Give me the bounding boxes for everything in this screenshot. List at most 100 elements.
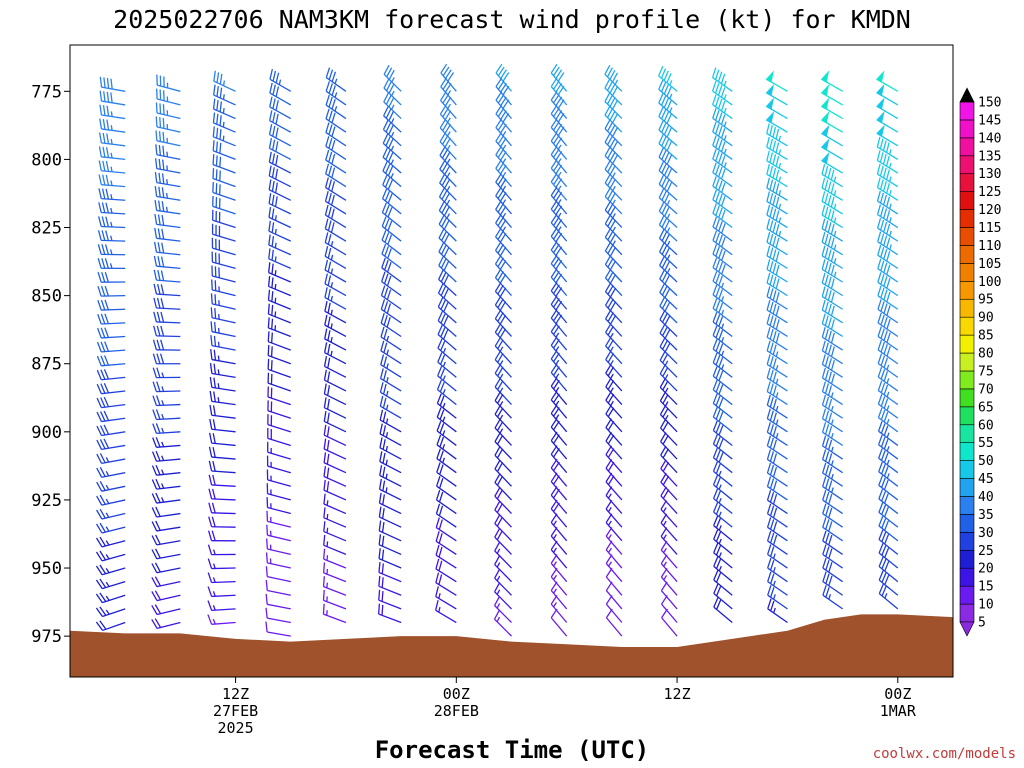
wind-barb xyxy=(321,562,350,581)
colorbar-label: 35 xyxy=(978,508,994,523)
y-tick-label: 925 xyxy=(31,491,62,511)
wind-barb xyxy=(98,230,125,241)
wind-barb xyxy=(376,534,405,554)
wind-barb xyxy=(604,527,629,554)
wind-barb xyxy=(436,284,463,309)
wind-barb xyxy=(604,296,630,323)
wind-barb xyxy=(437,229,463,255)
wind-barb xyxy=(549,228,574,255)
colorbar-segment xyxy=(960,210,974,228)
wind-barb xyxy=(98,133,126,146)
wind-barb xyxy=(658,378,684,404)
wind-barb xyxy=(321,439,350,459)
wind-barb xyxy=(494,187,519,214)
colorbar-segment xyxy=(960,532,974,550)
wind-barb xyxy=(493,378,519,405)
colorbar-segment xyxy=(960,335,974,353)
wind-barb xyxy=(97,490,126,506)
wind-barb xyxy=(382,79,408,105)
wind-barb xyxy=(438,160,464,186)
colorbar-segment xyxy=(960,317,974,335)
terrain xyxy=(70,614,953,677)
wind-barb xyxy=(381,148,408,173)
wind-barb xyxy=(97,367,125,380)
wind-barb xyxy=(437,243,463,269)
wind-barb xyxy=(711,367,738,391)
wind-barb xyxy=(658,270,684,296)
wind-barb xyxy=(97,381,125,394)
wind-barb xyxy=(877,516,904,541)
wind-barb xyxy=(603,201,629,227)
wind-barb xyxy=(657,188,684,214)
colorbar-label: 25 xyxy=(978,544,994,559)
wind-barb xyxy=(549,541,574,568)
wind-barb xyxy=(211,85,240,105)
wind-barb xyxy=(321,494,350,514)
wind-barb xyxy=(492,583,518,609)
colorbar-label: 45 xyxy=(978,472,994,487)
wind-barb xyxy=(376,590,405,609)
wind-barb xyxy=(321,521,350,541)
wind-barb xyxy=(711,570,738,595)
wind-barb xyxy=(381,134,408,159)
wind-barb xyxy=(380,217,407,242)
wind-barb xyxy=(549,309,574,336)
colorbar-label: 5 xyxy=(978,616,986,631)
wind-barb xyxy=(436,325,463,350)
wind-barb xyxy=(659,433,685,460)
wind-barb xyxy=(211,99,240,119)
wind-barb xyxy=(267,166,296,187)
wind-barb xyxy=(711,584,738,609)
wind-barb xyxy=(209,321,237,336)
wind-barb xyxy=(97,408,125,422)
wind-barb xyxy=(493,364,519,391)
y-tick-label: 900 xyxy=(31,423,62,443)
wind-barb xyxy=(211,113,240,133)
wind-barb xyxy=(376,548,405,568)
wind-barb xyxy=(152,490,180,503)
wind-barb xyxy=(153,256,181,268)
wind-barb xyxy=(99,91,127,105)
wind-barb xyxy=(380,189,407,214)
wind-barb xyxy=(711,434,738,459)
wind-barb xyxy=(264,552,293,568)
wind-barb xyxy=(549,241,574,268)
y-tick-label: 975 xyxy=(31,627,62,647)
colorbar-label: 120 xyxy=(978,203,1001,218)
wind-barb xyxy=(711,462,738,487)
wind-barb xyxy=(154,75,183,92)
colorbar-segment xyxy=(960,263,974,281)
wind-barb xyxy=(659,541,684,568)
wind-barb xyxy=(380,244,408,268)
wind-barb xyxy=(436,339,463,364)
wind-barb xyxy=(603,133,629,159)
wind-barb xyxy=(549,446,574,473)
x-tick-label: 2025 xyxy=(218,719,254,737)
wind-barb xyxy=(321,452,350,472)
wind-barb xyxy=(604,432,629,459)
wind-barb xyxy=(604,555,629,582)
wind-barb xyxy=(152,572,180,587)
wind-barb xyxy=(97,395,125,408)
wind-barb xyxy=(658,297,684,323)
colorbar-label: 80 xyxy=(978,347,994,362)
colorbar-segment xyxy=(960,228,974,246)
colorbar-segment xyxy=(960,120,974,138)
wind-barb xyxy=(711,380,738,404)
wind-barb xyxy=(877,503,904,528)
colorbar-label: 145 xyxy=(978,113,1001,128)
wind-barb xyxy=(604,310,630,337)
wind-barb xyxy=(266,276,295,296)
wind-barb xyxy=(209,307,238,323)
wind-barb xyxy=(493,296,519,323)
wind-barb xyxy=(603,174,629,200)
wind-barb xyxy=(493,514,519,540)
y-tick-label: 800 xyxy=(31,150,62,170)
wind-barb xyxy=(98,272,125,282)
wind-barb xyxy=(549,527,574,554)
wind-barb xyxy=(266,193,295,214)
wind-barb xyxy=(494,255,519,282)
wind-barb xyxy=(711,353,738,377)
wind-barb xyxy=(321,590,350,609)
wind-barb xyxy=(657,243,684,269)
